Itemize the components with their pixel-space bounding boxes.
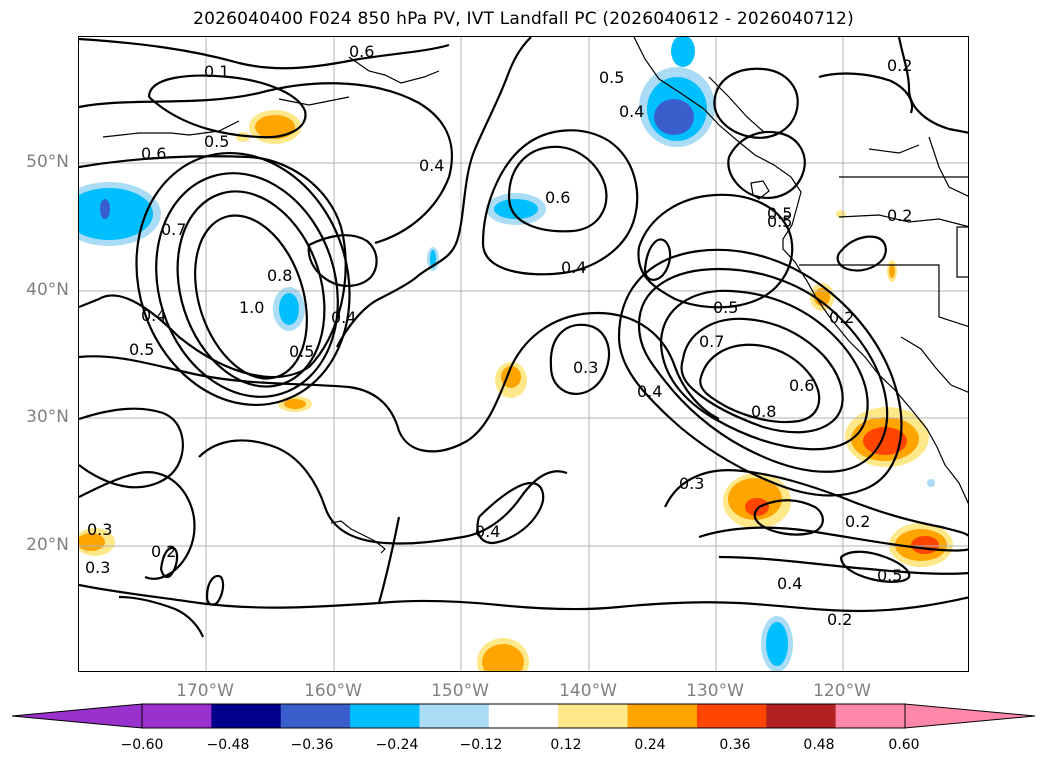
contour-label-group: 0.1 0.6 0.5 0.6 0.5 0.4 0.5 0.6 0.2 0.7 … [85, 42, 912, 629]
colorbar-tick: −0.48 [206, 737, 250, 753]
colorbar-segment [558, 704, 629, 728]
contour-label: 0.5 [129, 340, 154, 359]
contour-label: 0.5 [767, 212, 792, 231]
colorbar-tick: −0.36 [290, 737, 334, 753]
contour-label: 0.4 [777, 574, 802, 593]
lat-label-30n: 30°N [26, 407, 69, 427]
lon-label-160w: 160°W [304, 681, 362, 701]
lon-label-140w: 140°W [559, 681, 617, 701]
contour-label: 0.5 [767, 204, 792, 223]
map-title: 2026040400 F024 850 hPa PV, IVT Landfall… [193, 9, 854, 29]
colorbar-segment [142, 704, 212, 728]
pv-contours [79, 37, 968, 638]
lat-label-40n: 40°N [26, 280, 69, 300]
colorbar-segment [350, 704, 420, 728]
contour-label: 0.2 [845, 512, 870, 531]
map-canvas: 0.1 0.6 0.5 0.6 0.5 0.4 0.5 0.6 0.2 0.7 … [79, 37, 968, 671]
colorbar-tick: −0.60 [120, 737, 164, 753]
contour-label: 0.4 [141, 306, 166, 325]
colorbar-tick: −0.12 [459, 737, 503, 753]
contour-label: 0.7 [699, 332, 724, 351]
colorbar-segment [488, 704, 559, 728]
colorbar-segment [627, 704, 698, 728]
map-panel: 0.1 0.6 0.5 0.6 0.5 0.4 0.5 0.6 0.2 0.7 … [78, 36, 969, 672]
colorbar-segment [419, 704, 490, 728]
contour-label: 0.6 [545, 188, 570, 207]
colorbar-tick: 0.24 [634, 737, 666, 753]
lat-label-50n: 50°N [26, 152, 69, 172]
contour-label: 0.2 [887, 206, 912, 225]
contour-label: 0.5 [289, 342, 314, 361]
lon-label-130w: 130°W [686, 681, 744, 701]
contour-label: 0.6 [141, 144, 166, 163]
lon-label-150w: 150°W [431, 681, 489, 701]
contour-label: 0.7 [161, 220, 186, 239]
contour-label: 0.2 [829, 308, 854, 327]
contour-label: 0.1 [204, 62, 229, 81]
colorbar-extend-high [904, 703, 1035, 729]
contour-label: 0.4 [619, 102, 644, 121]
contour-label: 0.3 [573, 358, 598, 377]
colorbar-tick: 0.12 [550, 737, 582, 753]
contour-label: 0.8 [267, 266, 292, 285]
colorbar-segment [766, 704, 837, 728]
colorbar [12, 703, 1035, 729]
contour-label: 0.6 [789, 376, 814, 395]
colorbar-tick: 0.36 [719, 737, 751, 753]
colorbar-segment [280, 704, 351, 728]
contour-label: 0.4 [637, 382, 662, 401]
contour-label: 0.2 [151, 542, 176, 561]
contour-label: 0.4 [419, 156, 444, 175]
contour-label: 0.5 [599, 68, 624, 87]
contour-label: 0.3 [679, 474, 704, 493]
contour-label: 0.3 [87, 520, 112, 539]
coastlines [102, 37, 968, 554]
colorbar-tick: 0.60 [888, 737, 920, 753]
contour-label: 0.2 [827, 610, 852, 629]
contour-label: 0.4 [331, 308, 356, 327]
colorbar-segment [835, 704, 906, 728]
contour-label: 0.8 [751, 402, 776, 421]
lat-label-20n: 20°N [26, 535, 69, 555]
colorbar-tick: 0.48 [803, 737, 835, 753]
lon-label-120w: 120°W [813, 681, 871, 701]
contour-label: 0.5 [204, 132, 229, 151]
negative-shading [79, 37, 935, 671]
contour-label: 0.5 [877, 566, 902, 585]
contour-label: 0.4 [561, 258, 586, 277]
lon-label-170w: 170°W [176, 681, 234, 701]
contour-label: 0.2 [887, 56, 912, 75]
colorbar-segment [696, 704, 767, 728]
colorbar-extend-low [12, 703, 143, 729]
contour-label: 0.4 [475, 522, 500, 541]
contour-label: 1.0 [239, 298, 264, 317]
colorbar-segment [211, 704, 282, 728]
contour-label: 0.6 [349, 42, 374, 61]
contour-label: 0.3 [85, 558, 110, 577]
graticule [79, 37, 968, 671]
colorbar-tick: −0.24 [375, 737, 419, 753]
contour-label: 0.5 [713, 298, 738, 317]
